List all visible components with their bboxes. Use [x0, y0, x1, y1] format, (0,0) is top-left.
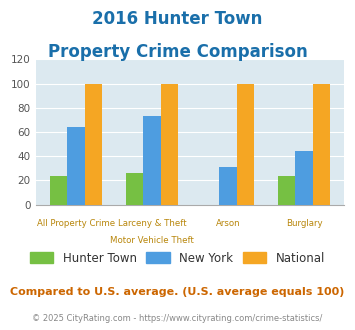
Bar — [313, 83, 330, 205]
Text: Burglary: Burglary — [286, 219, 322, 228]
Bar — [237, 83, 254, 205]
Bar — [295, 151, 313, 205]
Bar — [50, 176, 67, 205]
Text: © 2025 CityRating.com - https://www.cityrating.com/crime-statistics/: © 2025 CityRating.com - https://www.city… — [32, 314, 323, 323]
Text: Compared to U.S. average. (U.S. average equals 100): Compared to U.S. average. (U.S. average … — [10, 287, 345, 297]
Bar — [126, 173, 143, 205]
Text: Arson: Arson — [215, 219, 240, 228]
Bar — [219, 167, 237, 205]
Bar — [278, 176, 295, 205]
Text: Property Crime Comparison: Property Crime Comparison — [48, 43, 307, 61]
Legend: Hunter Town, New York, National: Hunter Town, New York, National — [25, 247, 330, 269]
Bar — [160, 83, 178, 205]
Text: 2016 Hunter Town: 2016 Hunter Town — [92, 10, 263, 28]
Bar — [84, 83, 102, 205]
Bar — [67, 127, 84, 205]
Text: All Property Crime: All Property Crime — [37, 219, 115, 228]
Text: Larceny & Theft: Larceny & Theft — [118, 219, 186, 228]
Text: Motor Vehicle Theft: Motor Vehicle Theft — [110, 236, 194, 245]
Bar — [143, 116, 160, 205]
